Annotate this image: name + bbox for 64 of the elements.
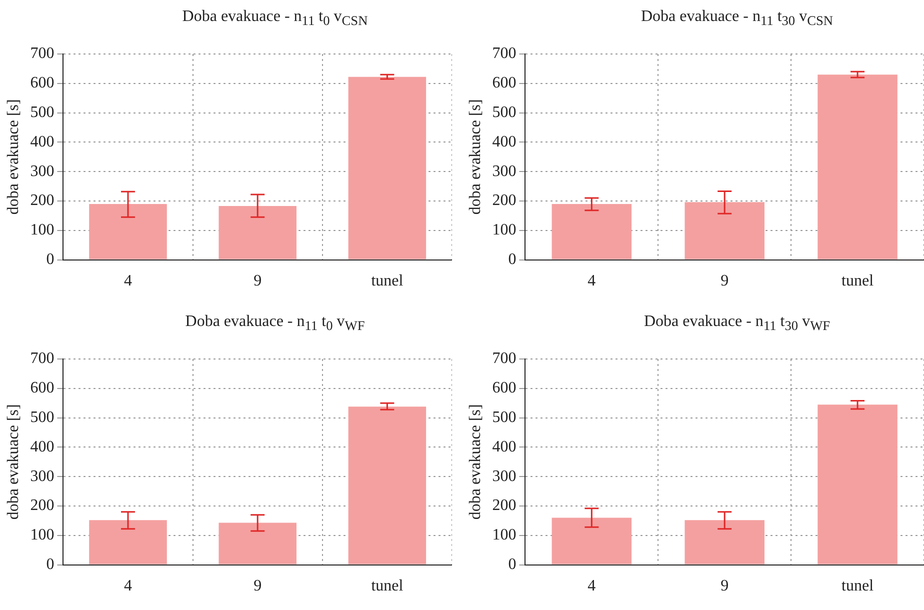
bar	[684, 202, 764, 260]
y-tick-label: 0	[46, 556, 54, 574]
bar	[552, 518, 632, 564]
y-tick-label: 500	[30, 409, 54, 426]
y-tick-label: 100	[492, 222, 516, 239]
y-tick-label: 700	[492, 45, 516, 62]
bar	[818, 404, 898, 564]
y-tick-label: 300	[30, 162, 54, 180]
x-tick-label: 4	[588, 578, 596, 595]
bar	[89, 520, 167, 564]
y-tick-label: 500	[492, 104, 516, 122]
x-tick-label: tunel	[842, 578, 874, 595]
y-tick-label: 500	[30, 104, 54, 122]
bar	[89, 204, 167, 260]
y-tick-label: 200	[492, 192, 516, 210]
x-tick-label: 9	[254, 272, 262, 290]
x-tick-label: 9	[720, 578, 729, 595]
y-tick-label: 400	[492, 133, 516, 150]
y-tick-label: 700	[30, 45, 54, 62]
y-tick-label: 400	[30, 438, 54, 456]
bar	[218, 522, 296, 564]
y-tick-label: 300	[492, 468, 516, 485]
y-tick-label: 300	[30, 468, 54, 485]
bar	[218, 206, 296, 260]
y-tick-label: 500	[492, 409, 516, 426]
x-tick-label: 9	[254, 578, 262, 595]
x-tick-label: tunel	[371, 578, 404, 595]
y-tick-label: 200	[30, 497, 54, 514]
bar	[348, 406, 426, 564]
y-tick-label: 100	[492, 526, 516, 544]
y-tick-label: 0	[508, 251, 516, 268]
y-axis-title: doba evakuace [s]	[466, 99, 484, 215]
y-tick-label: 600	[30, 380, 54, 397]
y-tick-label: 600	[492, 74, 516, 92]
x-tick-label: 4	[124, 578, 132, 595]
y-tick-label: 700	[30, 350, 54, 368]
y-tick-label: 0	[508, 556, 516, 574]
x-tick-label: tunel	[371, 272, 404, 290]
y-axis-title: doba evakuace [s]	[4, 404, 22, 520]
y-axis-title: doba evakuace [s]	[466, 404, 484, 520]
bar	[818, 74, 898, 260]
y-tick-label: 400	[492, 438, 516, 456]
y-tick-label: 200	[30, 192, 54, 210]
y-axis-title: doba evakuace [s]	[4, 99, 22, 215]
chart-title: Doba evakuace - n$_{11}$ t$_{30}$ v$_{CSN}$	[640, 8, 834, 30]
chart-title: Doba evakuace - n$_{11}$ t$_{30}$ v$_{WF}$	[642, 313, 832, 334]
y-tick-label: 300	[492, 162, 516, 180]
y-tick-label: 400	[30, 133, 54, 150]
chart-title: Doba evakuace - n$_{11}$ t$_{0}$ v$_{WF}$	[184, 313, 366, 334]
y-tick-label: 600	[492, 380, 516, 397]
y-tick-label: 600	[30, 74, 54, 92]
x-tick-label: 4	[588, 272, 596, 290]
chart-title: Doba evakuace - n$_{11}$ t$_{0}$ v$_{CSN}$	[181, 8, 369, 30]
y-tick-label: 0	[46, 251, 54, 268]
x-tick-label: tunel	[842, 272, 874, 290]
bar	[348, 76, 426, 260]
y-tick-label: 100	[30, 222, 54, 239]
y-tick-label: 700	[492, 350, 516, 368]
x-tick-label: 9	[720, 272, 729, 290]
y-tick-label: 200	[492, 497, 516, 514]
bar	[684, 520, 764, 564]
y-tick-label: 100	[30, 526, 54, 544]
x-tick-label: 4	[124, 272, 132, 290]
bar	[552, 204, 632, 260]
